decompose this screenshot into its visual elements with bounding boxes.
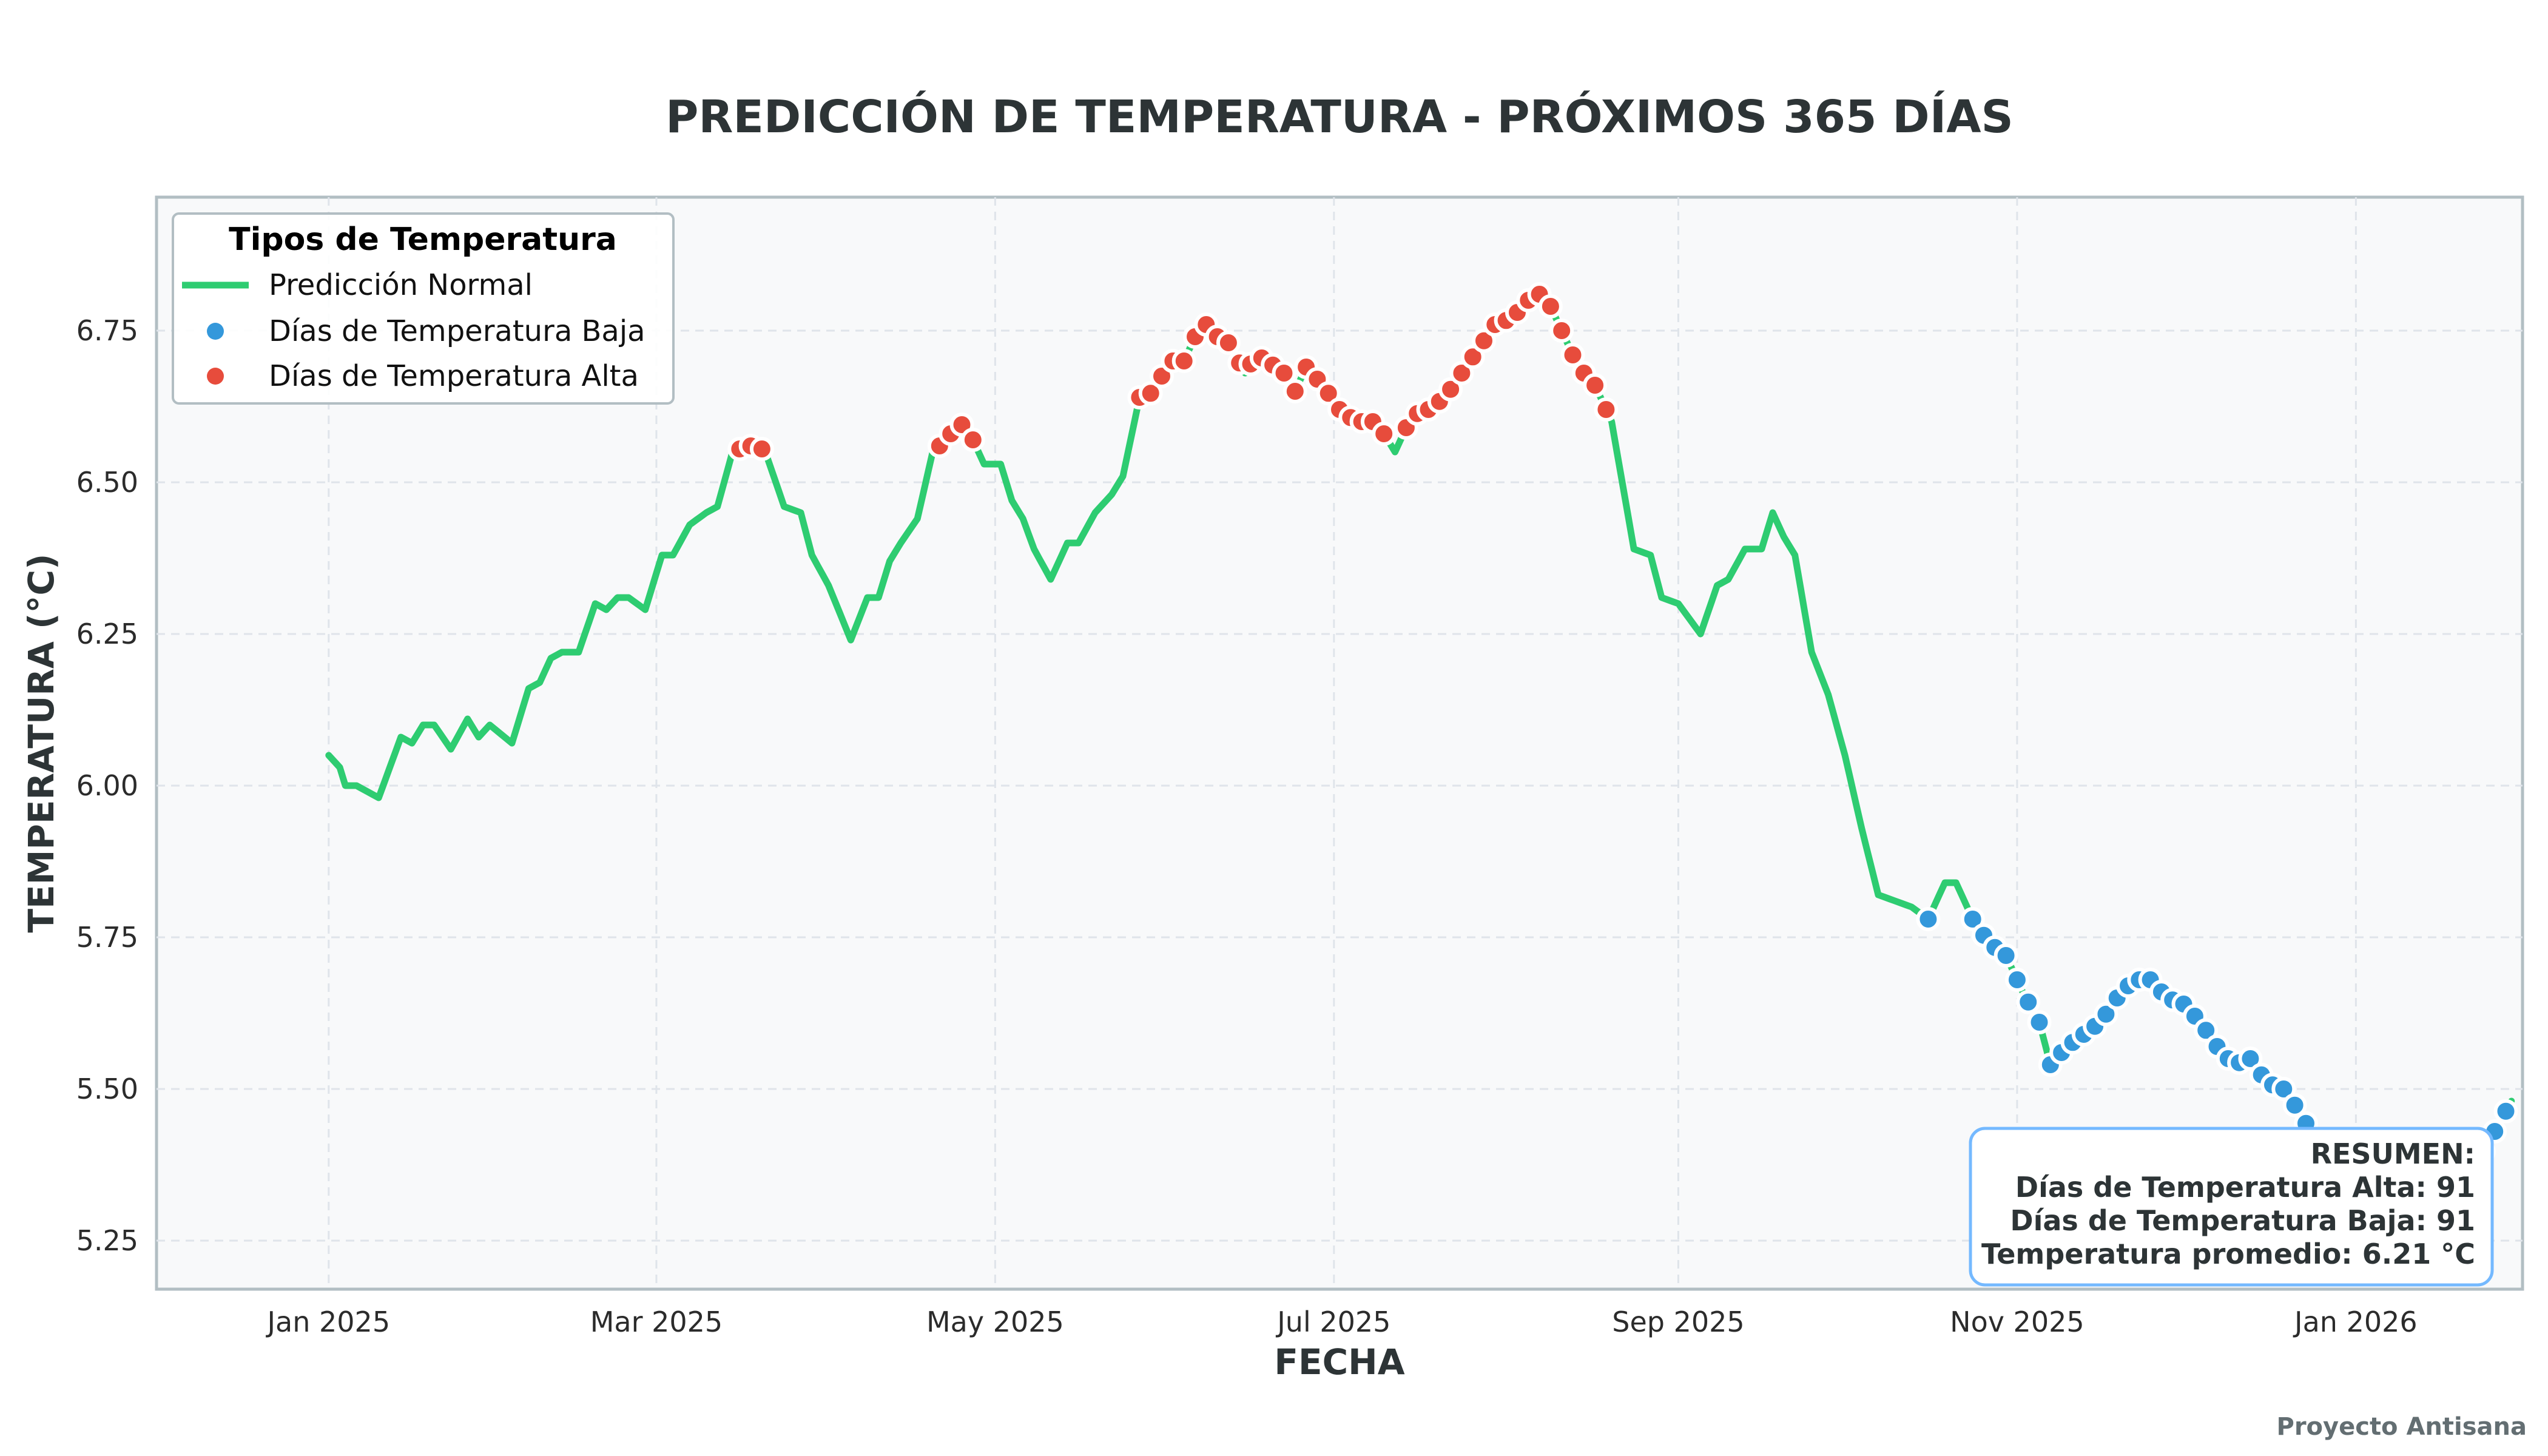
high-temperature-marker — [1472, 328, 1496, 353]
x-tick-label: Jan 2025 — [265, 1306, 390, 1338]
y-tick-label: 6.50 — [76, 466, 138, 499]
legend-title: Tipos de Temperatura — [229, 221, 617, 258]
high-temperature-marker — [1216, 331, 1241, 355]
legend-label-high: Días de Temperatura Alta — [269, 359, 639, 393]
high-temperature-marker — [1282, 379, 1307, 403]
x-tick-label: Mar 2025 — [590, 1306, 723, 1338]
y-tick-label: 6.25 — [76, 618, 138, 650]
summary-low-days: Días de Temperatura Baja: 91 — [2010, 1204, 2475, 1237]
chart-title: PREDICCIÓN DE TEMPERATURA - PRÓXIMOS 365… — [666, 90, 2014, 143]
x-tick-label: May 2025 — [926, 1306, 1064, 1338]
low-temperature-marker — [2094, 1002, 2118, 1026]
low-temperature-marker — [2016, 989, 2041, 1014]
footer-credit: Proyecto Antisana — [2277, 1413, 2527, 1441]
x-tick-label: Sep 2025 — [1612, 1306, 1744, 1338]
x-tick-label: Nov 2025 — [1950, 1306, 2084, 1338]
summary-high-days: Días de Temperatura Alta: 91 — [2015, 1171, 2475, 1204]
y-tick-label: 5.50 — [76, 1073, 138, 1105]
tick-labels: Jan 2025 Mar 2025 May 2025 Jul 2025 Sep 2025… — [76, 314, 2418, 1338]
low-temperature-marker — [2194, 1018, 2219, 1043]
legend-label-normal: Predicción Normal — [269, 268, 533, 302]
summary-average: Temperatura promedio: 6.21 °C — [1981, 1238, 2475, 1270]
high-temperature-marker — [1560, 343, 1585, 367]
high-temperature-marker — [1372, 422, 1397, 446]
legend-label-low: Días de Temperatura Baja — [269, 314, 645, 348]
low-temperature-marker — [1960, 907, 1985, 931]
high-temperature-marker — [1460, 345, 1485, 369]
legend-high-swatch — [207, 368, 224, 385]
low-temperature-marker — [2004, 968, 2029, 992]
low-temperature-marker — [2282, 1093, 2307, 1117]
summary-box-frame — [1969, 1127, 2494, 1287]
high-temperature-marker — [1538, 294, 1563, 318]
x-tick-label: Jan 2026 — [2293, 1306, 2418, 1338]
high-temperature-marker — [1594, 397, 1619, 422]
y-tick-label: 6.00 — [76, 769, 138, 802]
high-temperature-marker — [1438, 377, 1463, 402]
high-temperature-marker — [749, 437, 774, 461]
summary-heading: RESUMEN: — [2311, 1138, 2475, 1170]
legend: Tipos de Temperatura Predicción Normal D… — [172, 212, 675, 405]
low-temperature-marker — [2493, 1099, 2518, 1124]
y-tick-label: 5.75 — [76, 921, 138, 954]
low-temperature-marker — [2271, 1077, 2296, 1101]
grid-lines — [157, 197, 2523, 1289]
high-temperature-marker — [960, 428, 985, 452]
x-tick-label: Jul 2025 — [1275, 1306, 1390, 1338]
high-temperature-marker — [1272, 361, 1296, 385]
legend-box — [172, 212, 675, 405]
high-temperature-marker — [1316, 381, 1341, 406]
low-temperature-marker — [1994, 943, 2018, 968]
high-temperature-marker — [1138, 381, 1163, 406]
y-axis-title: TEMPERATURA (°C) — [21, 553, 62, 932]
high-temperature-marker — [1449, 361, 1474, 385]
high-temperature-marker — [1583, 373, 1608, 397]
low-temperature-marker — [2238, 1046, 2263, 1071]
legend-low-swatch — [207, 323, 224, 340]
high-temperature-marker — [1171, 349, 1196, 373]
y-tick-label: 5.25 — [76, 1224, 138, 1257]
low-temperature-marker — [2027, 1010, 2052, 1034]
y-tick-label: 6.75 — [76, 314, 138, 347]
summary-box: RESUMEN: Días de Temperatura Alta: 91 Dí… — [1969, 1127, 2494, 1287]
high-temperature-marker — [1549, 318, 1574, 343]
low-temperature-marker — [1916, 907, 1941, 931]
x-axis-title: FECHA — [1274, 1341, 1404, 1383]
